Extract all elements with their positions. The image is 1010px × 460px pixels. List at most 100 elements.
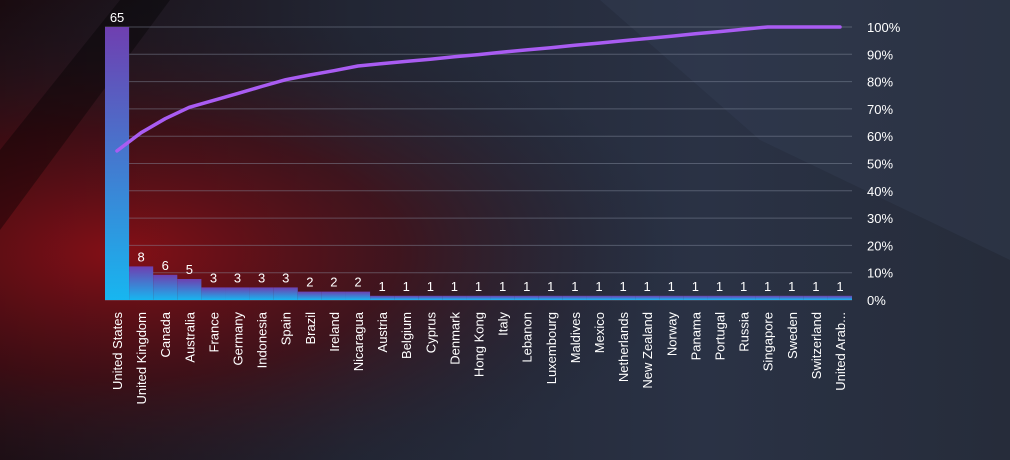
category-label: Lebanon <box>520 312 535 363</box>
bar <box>611 295 636 300</box>
bars <box>105 27 852 300</box>
category-label: Austria <box>375 311 390 352</box>
bar <box>538 295 563 300</box>
bar <box>755 295 780 300</box>
category-label: New Zealand <box>640 312 655 389</box>
category-axis: United States United Kingdom Canada Austral… <box>110 311 848 404</box>
bar-value-label: 5 <box>186 262 193 277</box>
bar <box>273 287 298 300</box>
y2-tick-label: 80% <box>867 75 893 90</box>
bar <box>562 295 587 300</box>
category-label: United Arab... <box>833 312 848 391</box>
y2-tick-label: 100% <box>867 20 901 35</box>
category-label: Italy <box>496 312 511 336</box>
bar-value-label: 1 <box>836 279 843 294</box>
bar-value-label: 1 <box>595 279 602 294</box>
bar-value-label: 1 <box>427 279 434 294</box>
bar-value-label: 2 <box>306 275 313 290</box>
bar <box>827 295 852 300</box>
category-label: Netherlands <box>616 312 631 383</box>
bar <box>514 295 539 300</box>
category-label: Russia <box>737 311 752 352</box>
category-label: Brazil <box>303 312 318 345</box>
category-label: Australia <box>182 311 197 362</box>
bar <box>153 274 178 300</box>
category-label: Portugal <box>712 312 727 361</box>
bar-value-label: 1 <box>378 279 385 294</box>
bar <box>177 279 202 300</box>
bar-value-label: 1 <box>619 279 626 294</box>
bar-value-label: 1 <box>403 279 410 294</box>
gridlines <box>105 26 852 301</box>
bar <box>418 295 443 300</box>
bar <box>442 295 467 300</box>
bar <box>490 295 515 300</box>
bar-value-label: 1 <box>451 279 458 294</box>
bar <box>105 27 130 300</box>
bar-value-label: 1 <box>523 279 530 294</box>
y2-tick-label: 20% <box>867 238 893 253</box>
bar-value-label: 3 <box>210 270 217 285</box>
cumulative-line-layer <box>115 25 842 153</box>
category-label: Luxembourg <box>544 312 559 384</box>
bar <box>201 287 226 300</box>
bar-value-label: 3 <box>282 270 289 285</box>
y2-tick-label: 10% <box>867 266 893 281</box>
bar-value-label: 1 <box>547 279 554 294</box>
bar-value-label: 8 <box>138 249 145 264</box>
bar-value-label: 6 <box>162 258 169 273</box>
bar <box>225 287 250 300</box>
category-label: Nicaragua <box>351 311 366 371</box>
bar <box>803 295 828 300</box>
y2-tick-label: 30% <box>867 211 893 226</box>
y2-tick-label: 70% <box>867 102 893 117</box>
bar <box>394 295 419 300</box>
category-label: Spain <box>279 312 294 345</box>
bar-value-label: 1 <box>571 279 578 294</box>
bar <box>659 295 684 300</box>
bar-value-label: 3 <box>234 270 241 285</box>
y2-tick-label: 90% <box>867 47 893 62</box>
bar <box>586 295 612 300</box>
cumulative-line <box>115 25 842 153</box>
bar <box>707 295 732 300</box>
bar <box>683 295 708 300</box>
category-label: Germany <box>231 312 246 366</box>
bar-value-label: 1 <box>668 279 675 294</box>
bar-value-label: 1 <box>812 279 819 294</box>
category-label: Belgium <box>399 312 414 359</box>
y2-tick-label: 60% <box>867 129 893 144</box>
bar <box>321 291 346 300</box>
category-label: Norway <box>664 312 679 357</box>
bar-value-label: 1 <box>692 279 699 294</box>
category-label: Sweden <box>785 312 800 359</box>
bar-value-label: 1 <box>475 279 482 294</box>
y2-tick-label: 0% <box>867 293 886 308</box>
bar <box>466 295 491 300</box>
category-label: Canada <box>158 311 173 357</box>
bar-value-label: 1 <box>644 279 651 294</box>
background-panel <box>600 0 1010 260</box>
bar-value-label: 2 <box>330 275 337 290</box>
bar <box>129 266 154 300</box>
bar <box>370 295 395 300</box>
y2-tick-label: 40% <box>867 184 893 199</box>
bar-value-label: 65 <box>110 10 124 25</box>
bar-value-label: 2 <box>354 275 361 290</box>
bar <box>345 291 371 300</box>
bar <box>731 295 756 300</box>
bar-value-label: 1 <box>740 279 747 294</box>
bar <box>297 291 322 300</box>
category-label: Singapore <box>761 312 776 371</box>
bar-value-label: 1 <box>788 279 795 294</box>
category-label: Switzerland <box>809 312 824 379</box>
secondary-axis: 0% 10% 20% 30% 40% 50% 60% 70% 80% 90% 100% <box>867 20 901 308</box>
bar-value-label: 1 <box>764 279 771 294</box>
category-label: United Kingdom <box>134 312 149 405</box>
bar <box>249 287 274 300</box>
